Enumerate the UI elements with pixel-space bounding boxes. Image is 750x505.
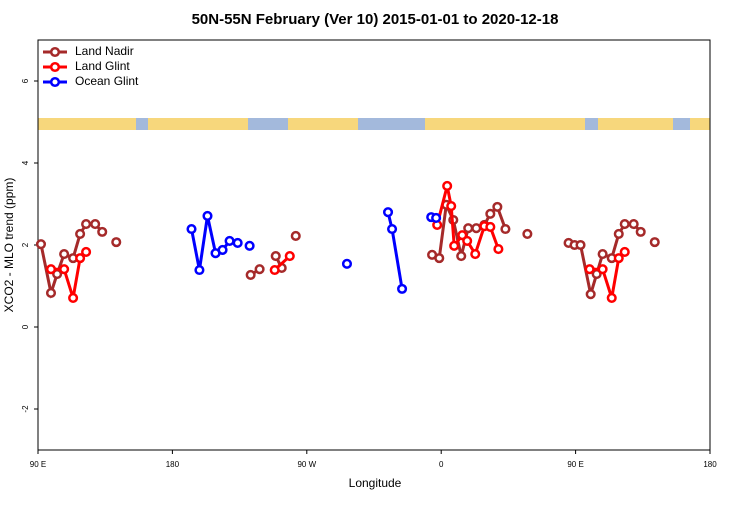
data-point bbox=[284, 251, 295, 262]
series-line bbox=[41, 205, 655, 294]
land-band bbox=[598, 118, 673, 130]
data-point bbox=[217, 244, 228, 255]
data-point bbox=[194, 264, 205, 276]
data-point bbox=[224, 235, 235, 246]
data-point bbox=[186, 223, 197, 235]
data-point bbox=[613, 228, 624, 239]
data-point bbox=[492, 201, 503, 212]
legend-marker bbox=[49, 61, 61, 73]
data-point bbox=[387, 223, 398, 235]
data-point bbox=[597, 264, 608, 275]
y-tick-label: 2 bbox=[21, 242, 30, 247]
data-point bbox=[59, 248, 70, 260]
y-tick-label: -2 bbox=[21, 405, 30, 413]
land-band bbox=[690, 118, 710, 130]
map-strip bbox=[38, 118, 710, 130]
data-point bbox=[619, 246, 630, 258]
data-point bbox=[613, 253, 624, 264]
data-point bbox=[585, 289, 596, 300]
data-point bbox=[431, 212, 442, 223]
data-point bbox=[45, 264, 57, 275]
data-point bbox=[290, 230, 301, 242]
data-point bbox=[202, 210, 213, 221]
data-point bbox=[470, 248, 481, 260]
series-line bbox=[190, 211, 437, 290]
data-point bbox=[59, 264, 70, 275]
data-point bbox=[270, 251, 281, 262]
data-point bbox=[81, 219, 92, 230]
data-point bbox=[434, 253, 445, 264]
data-point bbox=[619, 219, 630, 230]
data-point bbox=[382, 207, 394, 218]
x-tick-label: 90 E bbox=[30, 460, 46, 469]
data-point bbox=[462, 235, 473, 246]
legend-label: Ocean Glint bbox=[75, 74, 139, 88]
data-point bbox=[75, 228, 86, 239]
plot-frame bbox=[37, 39, 711, 451]
chart-title: 50N-55N February (Ver 10) 2015-01-01 to … bbox=[192, 11, 559, 28]
land-band bbox=[148, 118, 248, 130]
data-point bbox=[75, 253, 86, 264]
data-point bbox=[606, 292, 617, 303]
data-point bbox=[493, 244, 504, 255]
data-point bbox=[635, 226, 646, 237]
y-axis-label: XCO2 - MLO trend (ppm) bbox=[2, 178, 16, 313]
land-band bbox=[425, 118, 585, 130]
land-band bbox=[38, 118, 136, 130]
data-point bbox=[244, 240, 255, 251]
data-point bbox=[81, 246, 92, 258]
data-point bbox=[456, 251, 467, 262]
x-tick-label: 180 bbox=[703, 460, 717, 469]
legend-marker bbox=[49, 46, 61, 58]
x-tick-label: 90 W bbox=[297, 460, 316, 469]
y-tick-label: 4 bbox=[21, 160, 30, 165]
data-point bbox=[442, 180, 453, 192]
legend-label: Land Nadir bbox=[75, 44, 134, 58]
data-point bbox=[597, 248, 608, 260]
data-point bbox=[649, 237, 660, 248]
x-tick-label: 180 bbox=[166, 460, 180, 469]
data-point bbox=[397, 283, 408, 294]
data-point bbox=[522, 228, 533, 239]
data-point bbox=[485, 221, 496, 233]
data-point bbox=[500, 223, 511, 235]
data-point bbox=[485, 208, 496, 219]
data-point bbox=[45, 287, 57, 299]
data-point bbox=[449, 240, 460, 251]
data-point bbox=[232, 237, 243, 248]
legend-marker bbox=[49, 76, 61, 88]
data-point bbox=[90, 219, 101, 230]
data-point bbox=[68, 292, 79, 303]
y-tick-label: 6 bbox=[21, 78, 30, 83]
data-point bbox=[269, 264, 280, 276]
data-point bbox=[35, 239, 47, 250]
x-tick-label: 90 E bbox=[567, 460, 583, 469]
data-point bbox=[341, 258, 353, 269]
data-point bbox=[628, 219, 639, 230]
data-point bbox=[245, 269, 256, 280]
data-point bbox=[584, 264, 595, 275]
series-line bbox=[50, 185, 626, 299]
data-point bbox=[463, 223, 474, 234]
data-point bbox=[471, 223, 482, 234]
land-band bbox=[288, 118, 358, 130]
y-tick-label: 0 bbox=[21, 324, 30, 329]
data-point bbox=[254, 264, 265, 275]
legend-label: Land Glint bbox=[75, 59, 130, 73]
x-axis-label: Longitude bbox=[349, 476, 402, 490]
data-point bbox=[575, 239, 586, 251]
data-point bbox=[446, 201, 457, 212]
data-point bbox=[97, 226, 108, 237]
x-tick-label: 0 bbox=[439, 460, 444, 469]
data-point bbox=[111, 237, 122, 248]
